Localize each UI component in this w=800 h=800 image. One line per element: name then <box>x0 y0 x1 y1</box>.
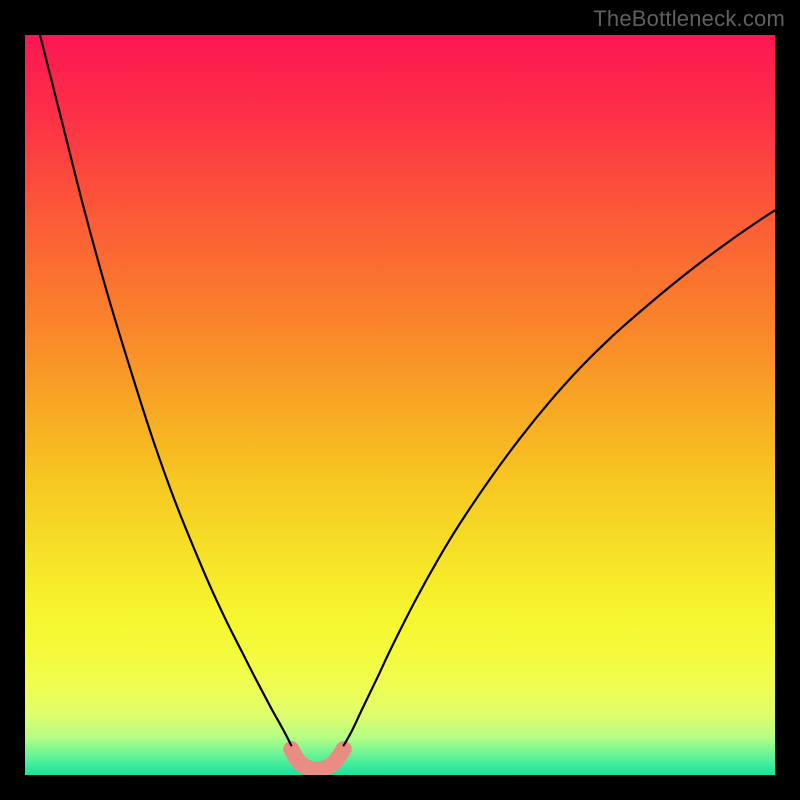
watermark-text: TheBottleneck.com <box>593 6 785 32</box>
gradient-background <box>25 35 775 775</box>
plot-area <box>25 35 775 775</box>
chart-svg <box>25 35 775 775</box>
